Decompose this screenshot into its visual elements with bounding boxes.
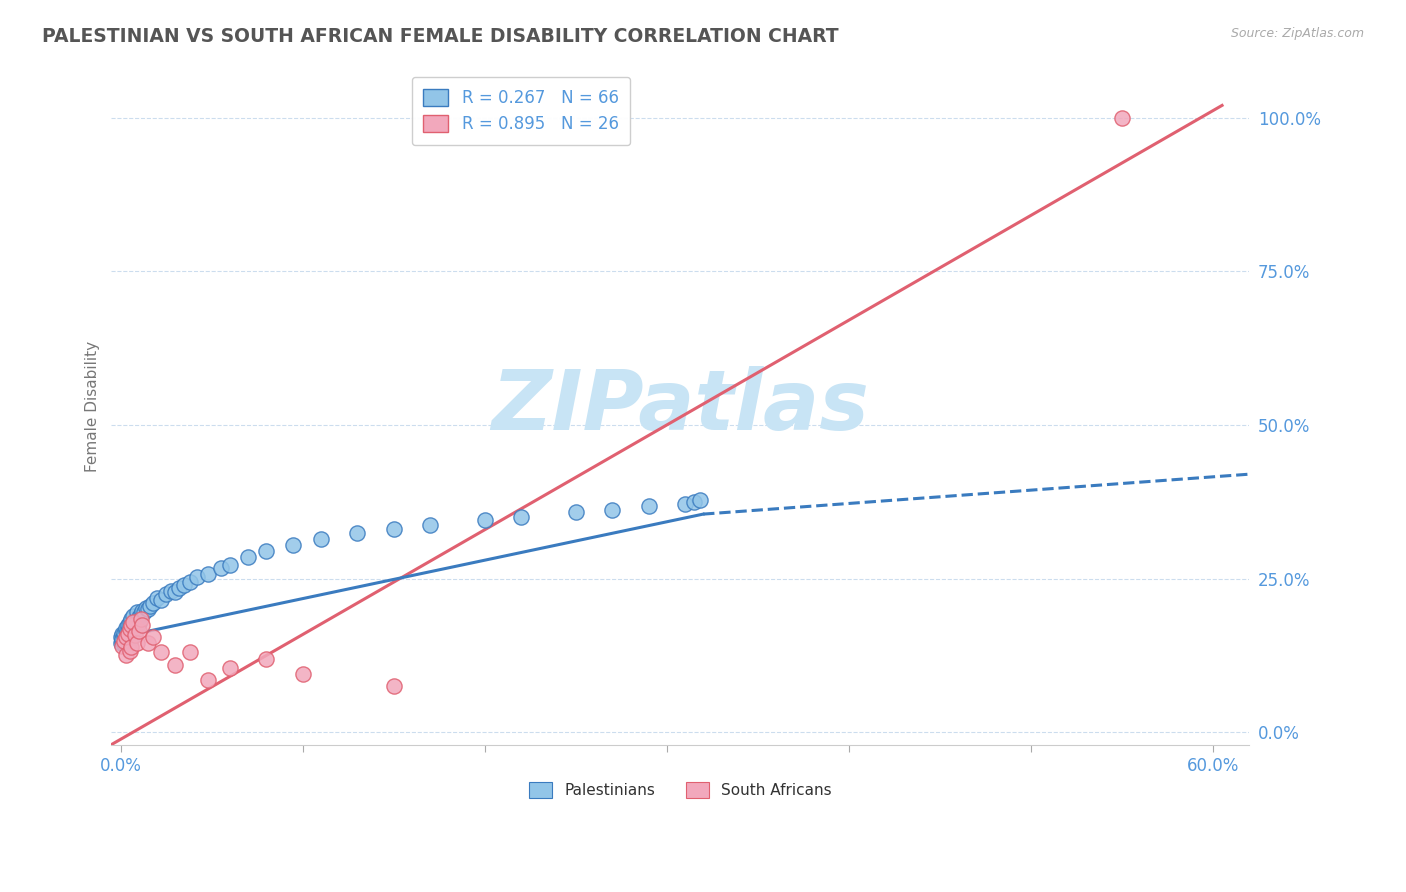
Point	[155, 587, 177, 601]
Point	[120, 617, 142, 632]
Point	[309, 532, 332, 546]
Point	[382, 523, 405, 537]
Point	[111, 634, 134, 648]
Point	[124, 624, 146, 638]
Point	[254, 651, 277, 665]
Point	[149, 645, 172, 659]
Point	[564, 505, 586, 519]
Point	[122, 608, 145, 623]
Point	[125, 615, 148, 629]
Point	[124, 617, 146, 632]
Point	[197, 673, 219, 687]
Point	[600, 503, 623, 517]
Point	[122, 621, 145, 635]
Point	[112, 629, 135, 643]
Legend: Palestinians, South Africans: Palestinians, South Africans	[523, 776, 838, 805]
Point	[138, 599, 160, 614]
Point	[173, 578, 195, 592]
Text: Source: ZipAtlas.com: Source: ZipAtlas.com	[1230, 27, 1364, 40]
Point	[165, 657, 187, 672]
Point	[254, 544, 277, 558]
Point	[131, 617, 153, 632]
Point	[179, 645, 201, 659]
Point	[115, 630, 138, 644]
Point	[122, 628, 145, 642]
Point	[146, 591, 169, 606]
Point	[112, 625, 135, 640]
Point	[115, 636, 138, 650]
Point	[637, 499, 659, 513]
Point	[120, 617, 142, 632]
Point	[149, 593, 172, 607]
Point	[346, 525, 368, 540]
Point	[118, 644, 141, 658]
Point	[1111, 111, 1133, 125]
Point	[179, 574, 201, 589]
Point	[125, 636, 148, 650]
Point	[186, 570, 208, 584]
Text: PALESTINIAN VS SOUTH AFRICAN FEMALE DISABILITY CORRELATION CHART: PALESTINIAN VS SOUTH AFRICAN FEMALE DISA…	[42, 27, 839, 45]
Point	[236, 550, 259, 565]
Point	[197, 566, 219, 581]
Point	[118, 615, 141, 629]
Point	[110, 630, 132, 644]
Point	[382, 679, 405, 693]
Point	[118, 622, 141, 636]
Point	[112, 637, 135, 651]
Point	[128, 615, 150, 630]
Point	[689, 493, 711, 508]
Point	[122, 615, 145, 629]
Point	[673, 497, 696, 511]
Point	[683, 495, 706, 509]
Point	[125, 606, 148, 620]
Point	[117, 622, 139, 636]
Text: ZIPatlas: ZIPatlas	[492, 366, 869, 447]
Point	[131, 604, 153, 618]
Point	[291, 667, 314, 681]
Point	[167, 581, 190, 595]
Point	[117, 617, 139, 632]
Point	[135, 601, 157, 615]
Point	[510, 510, 533, 524]
Point	[165, 585, 187, 599]
Point	[111, 627, 134, 641]
Point	[474, 513, 496, 527]
Point	[115, 624, 138, 638]
Point	[136, 636, 159, 650]
Point	[128, 609, 150, 624]
Point	[120, 640, 142, 655]
Point	[111, 640, 134, 654]
Point	[419, 517, 441, 532]
Point	[118, 627, 141, 641]
Point	[142, 630, 165, 644]
Point	[115, 648, 138, 663]
Point	[117, 628, 139, 642]
Point	[117, 627, 139, 641]
Point	[115, 621, 138, 635]
Point	[218, 661, 240, 675]
Point	[111, 632, 134, 646]
Point	[283, 538, 305, 552]
Point	[118, 619, 141, 633]
Point	[160, 583, 183, 598]
Point	[209, 560, 232, 574]
Point	[118, 634, 141, 648]
Point	[120, 625, 142, 640]
Point	[142, 596, 165, 610]
Point	[136, 602, 159, 616]
Point	[115, 633, 138, 648]
Point	[112, 634, 135, 648]
Point	[129, 607, 152, 622]
Y-axis label: Female Disability: Female Disability	[86, 341, 100, 472]
Point	[218, 558, 240, 573]
Point	[134, 606, 156, 620]
Point	[120, 630, 142, 644]
Point	[110, 636, 132, 650]
Point	[124, 628, 146, 642]
Point	[128, 624, 150, 638]
Point	[129, 611, 152, 625]
Point	[120, 611, 142, 625]
